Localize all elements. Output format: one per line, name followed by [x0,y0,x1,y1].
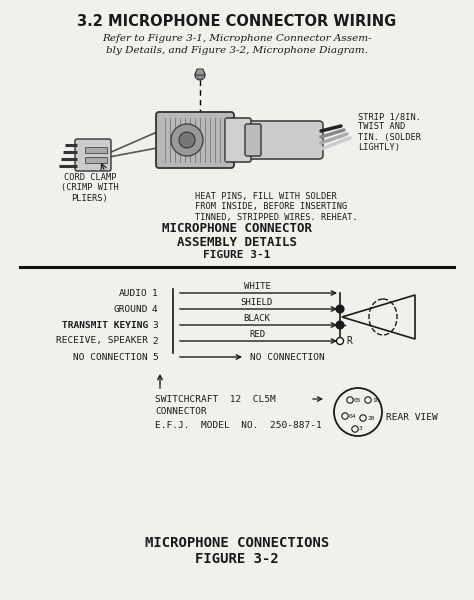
FancyBboxPatch shape [75,139,111,171]
Text: MICROPHONE CONNECTIONS: MICROPHONE CONNECTIONS [145,536,329,550]
Text: CORD CLAMP
(CRIMP WITH
PLIERS): CORD CLAMP (CRIMP WITH PLIERS) [61,173,119,203]
Text: 20: 20 [367,415,374,421]
Text: GROUND: GROUND [113,304,148,313]
Text: TRANSMIT KEYING: TRANSMIT KEYING [62,320,148,329]
Text: FIGURE 3-2: FIGURE 3-2 [195,552,279,566]
Text: 10: 10 [372,397,380,403]
Text: 05: 05 [354,397,362,403]
Text: CONNECTOR: CONNECTOR [155,407,207,416]
Text: R: R [346,336,352,346]
Text: 3: 3 [359,427,363,431]
Text: 3.2 MICROPHONE CONNECTOR WIRING: 3.2 MICROPHONE CONNECTOR WIRING [77,14,397,29]
FancyBboxPatch shape [245,121,323,159]
Text: Refer to Figure 3-1, Microphone Connector Assem-: Refer to Figure 3-1, Microphone Connecto… [102,34,372,43]
Text: E.F.J.  MODEL  NO.  250-887-1: E.F.J. MODEL NO. 250-887-1 [155,421,322,430]
FancyBboxPatch shape [245,124,261,156]
FancyBboxPatch shape [85,147,107,153]
Text: 5: 5 [152,352,158,361]
Text: NO CONNECTION: NO CONNECTION [73,352,148,361]
Text: BLACK: BLACK [244,314,271,323]
Text: ASSEMBLY DETAILS: ASSEMBLY DETAILS [177,236,297,249]
Text: REAR VIEW: REAR VIEW [386,413,438,422]
Text: 3: 3 [152,320,158,329]
Text: 4: 4 [152,304,158,313]
Circle shape [179,132,195,148]
Circle shape [336,321,344,329]
Text: STRIP 1/8IN.
TWIST AND
TIN. (SOLDER
LIGHTLY): STRIP 1/8IN. TWIST AND TIN. (SOLDER LIGH… [358,112,421,152]
Circle shape [195,70,205,80]
Text: NO CONNECTION: NO CONNECTION [250,352,325,361]
FancyBboxPatch shape [225,118,251,162]
Text: AUDIO: AUDIO [119,289,148,298]
Text: SWITCHCRAFT  12  CL5M: SWITCHCRAFT 12 CL5M [155,395,276,403]
Text: bly Details, and Figure 3-2, Microphone Diagram.: bly Details, and Figure 3-2, Microphone … [106,46,368,55]
Text: 1: 1 [152,289,158,298]
Text: SHIELD: SHIELD [241,298,273,307]
Text: WHITE: WHITE [244,282,271,291]
Polygon shape [195,69,205,75]
FancyBboxPatch shape [85,157,107,163]
Circle shape [336,305,344,313]
Text: RECEIVE, SPEAKER: RECEIVE, SPEAKER [56,337,148,346]
Text: 04: 04 [349,413,356,419]
FancyBboxPatch shape [156,112,234,168]
Text: RED: RED [249,330,265,339]
Circle shape [337,337,344,344]
Text: HEAT PINS, FILL WITH SOLDER
FROM INSIDE, BEFORE INSERTING
TINNED, STRIPPED WIRES: HEAT PINS, FILL WITH SOLDER FROM INSIDE,… [195,192,358,222]
Text: 2: 2 [152,337,158,346]
Circle shape [171,124,203,156]
Text: FIGURE 3-1: FIGURE 3-1 [203,250,271,260]
Text: MICROPHONE CONNECTOR: MICROPHONE CONNECTOR [162,222,312,235]
